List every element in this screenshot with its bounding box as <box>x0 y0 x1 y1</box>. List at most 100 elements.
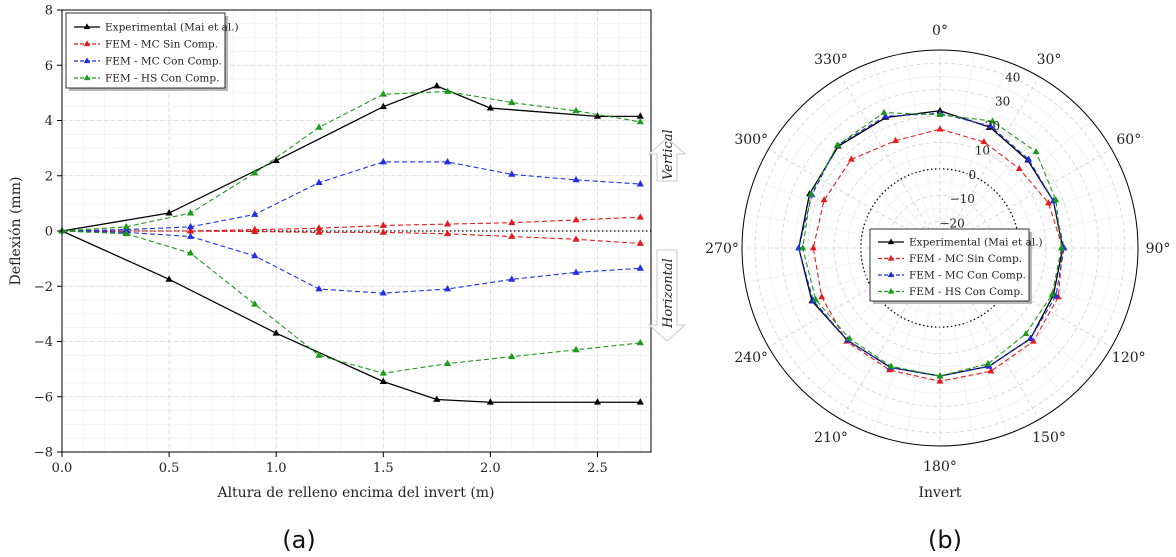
data-point <box>809 244 817 251</box>
data-point <box>799 244 807 251</box>
polar-series <box>795 106 1068 384</box>
data-point <box>636 239 644 246</box>
data-point <box>315 228 323 235</box>
panel-label-b: (b) <box>928 526 962 554</box>
legend-entries: Experimental (Mai et al.) FEM - MC Sin Co… <box>74 22 239 85</box>
legend-marker <box>887 238 895 245</box>
angle-tick-label: 60° <box>1116 132 1141 148</box>
x-axis-ticks: 0.0 0.5 1.0 1.5 2.0 2.5 <box>52 452 608 476</box>
data-point <box>486 104 494 111</box>
data-point <box>508 218 516 226</box>
y-tick-label: −6 <box>34 390 53 405</box>
data-point <box>636 180 644 187</box>
data-point <box>572 106 580 114</box>
data-point <box>593 112 602 119</box>
down-arrow-shape <box>647 249 687 342</box>
major-ring <box>781 89 1099 407</box>
angle-tick-label: 90° <box>1146 241 1171 257</box>
data-point <box>636 264 644 271</box>
data-point <box>636 117 644 125</box>
data-point <box>847 155 855 162</box>
horizontal-label: Horizontal <box>661 258 676 329</box>
angle-tick-labels: 0° 30° 60° 90° 120° 150° 180° 210° 240° 270° 300° 3… <box>705 23 1170 475</box>
y-tick-label: 6 <box>45 59 53 74</box>
data-point <box>272 329 280 336</box>
y-tick-label: −2 <box>34 280 53 295</box>
outer-ring <box>741 49 1139 447</box>
data-point <box>989 117 996 124</box>
angle-tick-label: 270° <box>705 241 739 257</box>
data-point <box>186 249 195 256</box>
data-point <box>936 125 944 132</box>
data-point <box>186 222 195 230</box>
polar-xlabel: Invert <box>918 485 961 501</box>
data-point <box>1025 155 1033 162</box>
angle-tick-label: 300° <box>734 132 768 148</box>
minor-spoke <box>871 61 941 249</box>
radial-tick-label: 20 <box>985 119 1000 133</box>
data-point <box>636 112 644 119</box>
data-point <box>508 170 516 177</box>
legend-label: FEM - MC Con Comp. <box>909 270 1026 282</box>
data-point <box>379 369 387 376</box>
data-point <box>186 209 195 216</box>
data-point <box>315 123 323 130</box>
line-chart-legend: Experimental (Mai et al.) FEM - MC Sin Co… <box>65 12 239 91</box>
data-point <box>186 232 195 239</box>
data-point <box>818 293 826 300</box>
data-point <box>379 221 387 228</box>
data-point <box>820 196 828 203</box>
data-point <box>1027 334 1034 341</box>
data-point <box>508 352 516 360</box>
radial-tick-label: 30 <box>995 95 1010 109</box>
data-point <box>882 112 889 119</box>
data-point <box>433 395 441 402</box>
legend-marker <box>83 23 91 30</box>
data-point <box>443 285 452 292</box>
radial-tick-label: −10 <box>950 192 975 206</box>
angle-tick-label: 0° <box>932 23 948 39</box>
minor-spoke <box>939 120 1092 249</box>
major-spoke <box>768 148 941 249</box>
angle-tick-label: 150° <box>1032 430 1066 446</box>
angle-tick-label: 330° <box>814 52 848 68</box>
data-point <box>572 215 580 223</box>
data-point <box>1048 290 1056 297</box>
angle-tick-label: 120° <box>1112 350 1146 366</box>
y-tick-label: −8 <box>34 446 53 461</box>
data-point <box>443 229 452 237</box>
data-point <box>936 377 944 384</box>
data-point <box>251 210 259 217</box>
data-point <box>572 345 580 353</box>
data-point <box>251 251 259 259</box>
data-point <box>936 110 944 117</box>
angle-tick-label: 210° <box>814 430 848 446</box>
data-point <box>636 338 644 346</box>
polar-chart: −20 −10 0 10 20 30 40 0° 30° 60° 90° 120° 150° 180° 2… <box>705 23 1170 554</box>
data-point <box>272 156 280 163</box>
angle-tick-label: 240° <box>734 350 768 366</box>
y-tick-label: 0 <box>45 225 53 240</box>
legend-box <box>869 228 1030 302</box>
legend-label: Experimental (Mai et al.) <box>105 22 239 34</box>
y-tick-label: 8 <box>45 4 53 19</box>
data-point <box>379 228 387 235</box>
data-point <box>572 268 580 275</box>
x-tick-label: 1.5 <box>373 461 394 476</box>
data-point <box>122 222 130 230</box>
legend-entries: Experimental (Mai et al.) FEM - MC Sin Co… <box>878 237 1043 298</box>
legend-marker <box>887 287 895 294</box>
vertical-annotation: Vertical <box>647 129 687 182</box>
data-point <box>1052 196 1060 203</box>
data-point <box>980 138 988 145</box>
polar-legend: Experimental (Mai et al.) FEM - MC Sin Co… <box>869 228 1043 304</box>
radial-tick-labels: −20 −10 0 10 20 30 40 <box>939 70 1020 230</box>
data-point <box>486 398 494 405</box>
major-spoke <box>939 247 1040 420</box>
radial-tick-label: −20 <box>939 217 964 231</box>
data-point <box>1015 164 1023 171</box>
y-axis-label: Deflexión (mm) <box>8 177 24 286</box>
legend-label: FEM - HS Con Comp. <box>105 73 219 85</box>
series-line-horizontal <box>61 230 641 374</box>
series-line-vertical <box>62 216 641 232</box>
